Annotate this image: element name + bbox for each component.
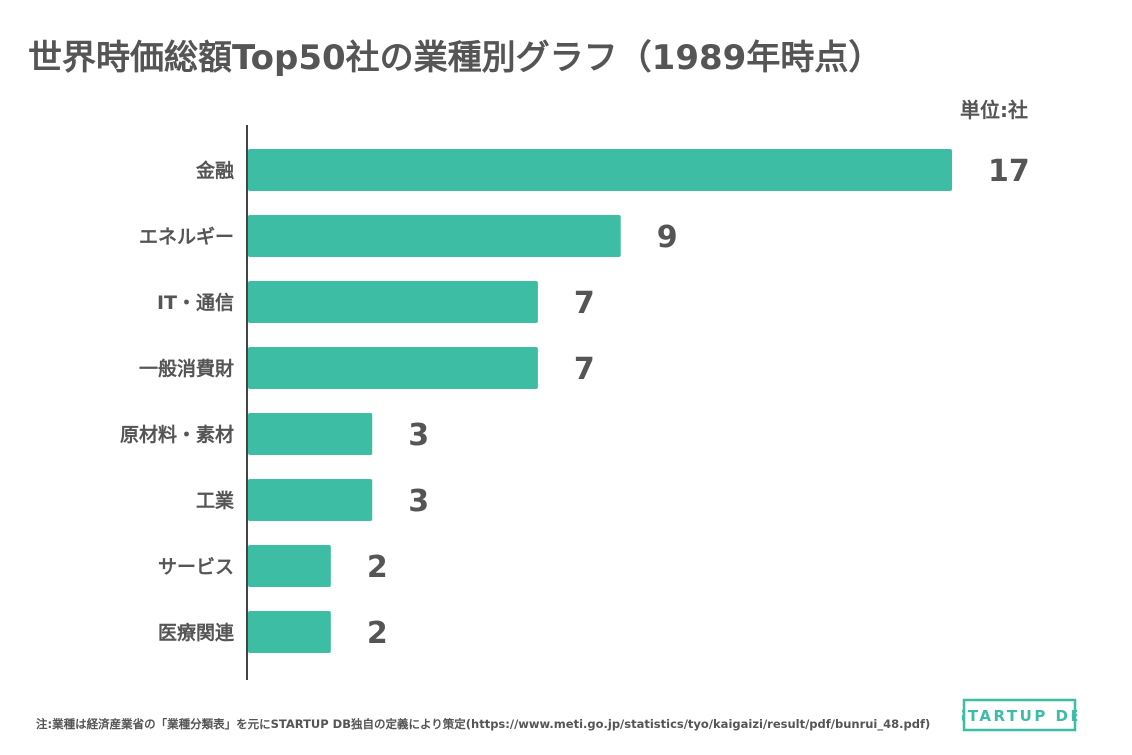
bars-layer: 金融 17 エネルギー 9 IT・通信 7 一般消費財 7 原材料・素材 3 工業 3 サービス 2 医療関… [120,149,1030,653]
bar [248,611,331,653]
value-label: 7 [574,352,595,387]
bar [248,413,373,455]
chart-title: 世界時価総額Top50社の業種別グラフ（1989年時点） [28,38,883,78]
value-label: 9 [657,220,678,255]
footnote: 注:業種は経済産業省の「業種分類表」を元にSTARTUP DB独自の定義により策… [36,717,931,731]
bar-chart: 金融 17 エネルギー 9 IT・通信 7 一般消費財 7 原材料・素材 3 工業 3 サービス 2 医療関… [120,125,1030,680]
category-label: 医療関連 [158,621,235,644]
value-label: 3 [408,484,429,519]
value-label: 2 [367,550,388,585]
bar [248,215,621,257]
bar [248,149,952,191]
value-label: 3 [408,418,429,453]
value-label: 7 [574,286,595,321]
logo-text: STARTUP DB [962,707,1077,725]
startup-db-logo: STARTUP DB [962,698,1077,732]
category-label: 工業 [196,489,235,512]
bar [248,281,538,323]
bar [248,545,331,587]
unit-label: 単位:社 [960,98,1028,122]
category-label: 一般消費財 [139,357,234,380]
category-label: エネルギー [139,226,234,248]
value-label: 2 [367,616,388,651]
bar [248,479,373,521]
bar [248,347,538,389]
value-label: 17 [988,154,1030,189]
category-label: 金融 [195,159,234,182]
category-label: IT・通信 [157,291,234,314]
category-label: 原材料・素材 [120,423,234,446]
category-label: サービス [158,556,234,578]
